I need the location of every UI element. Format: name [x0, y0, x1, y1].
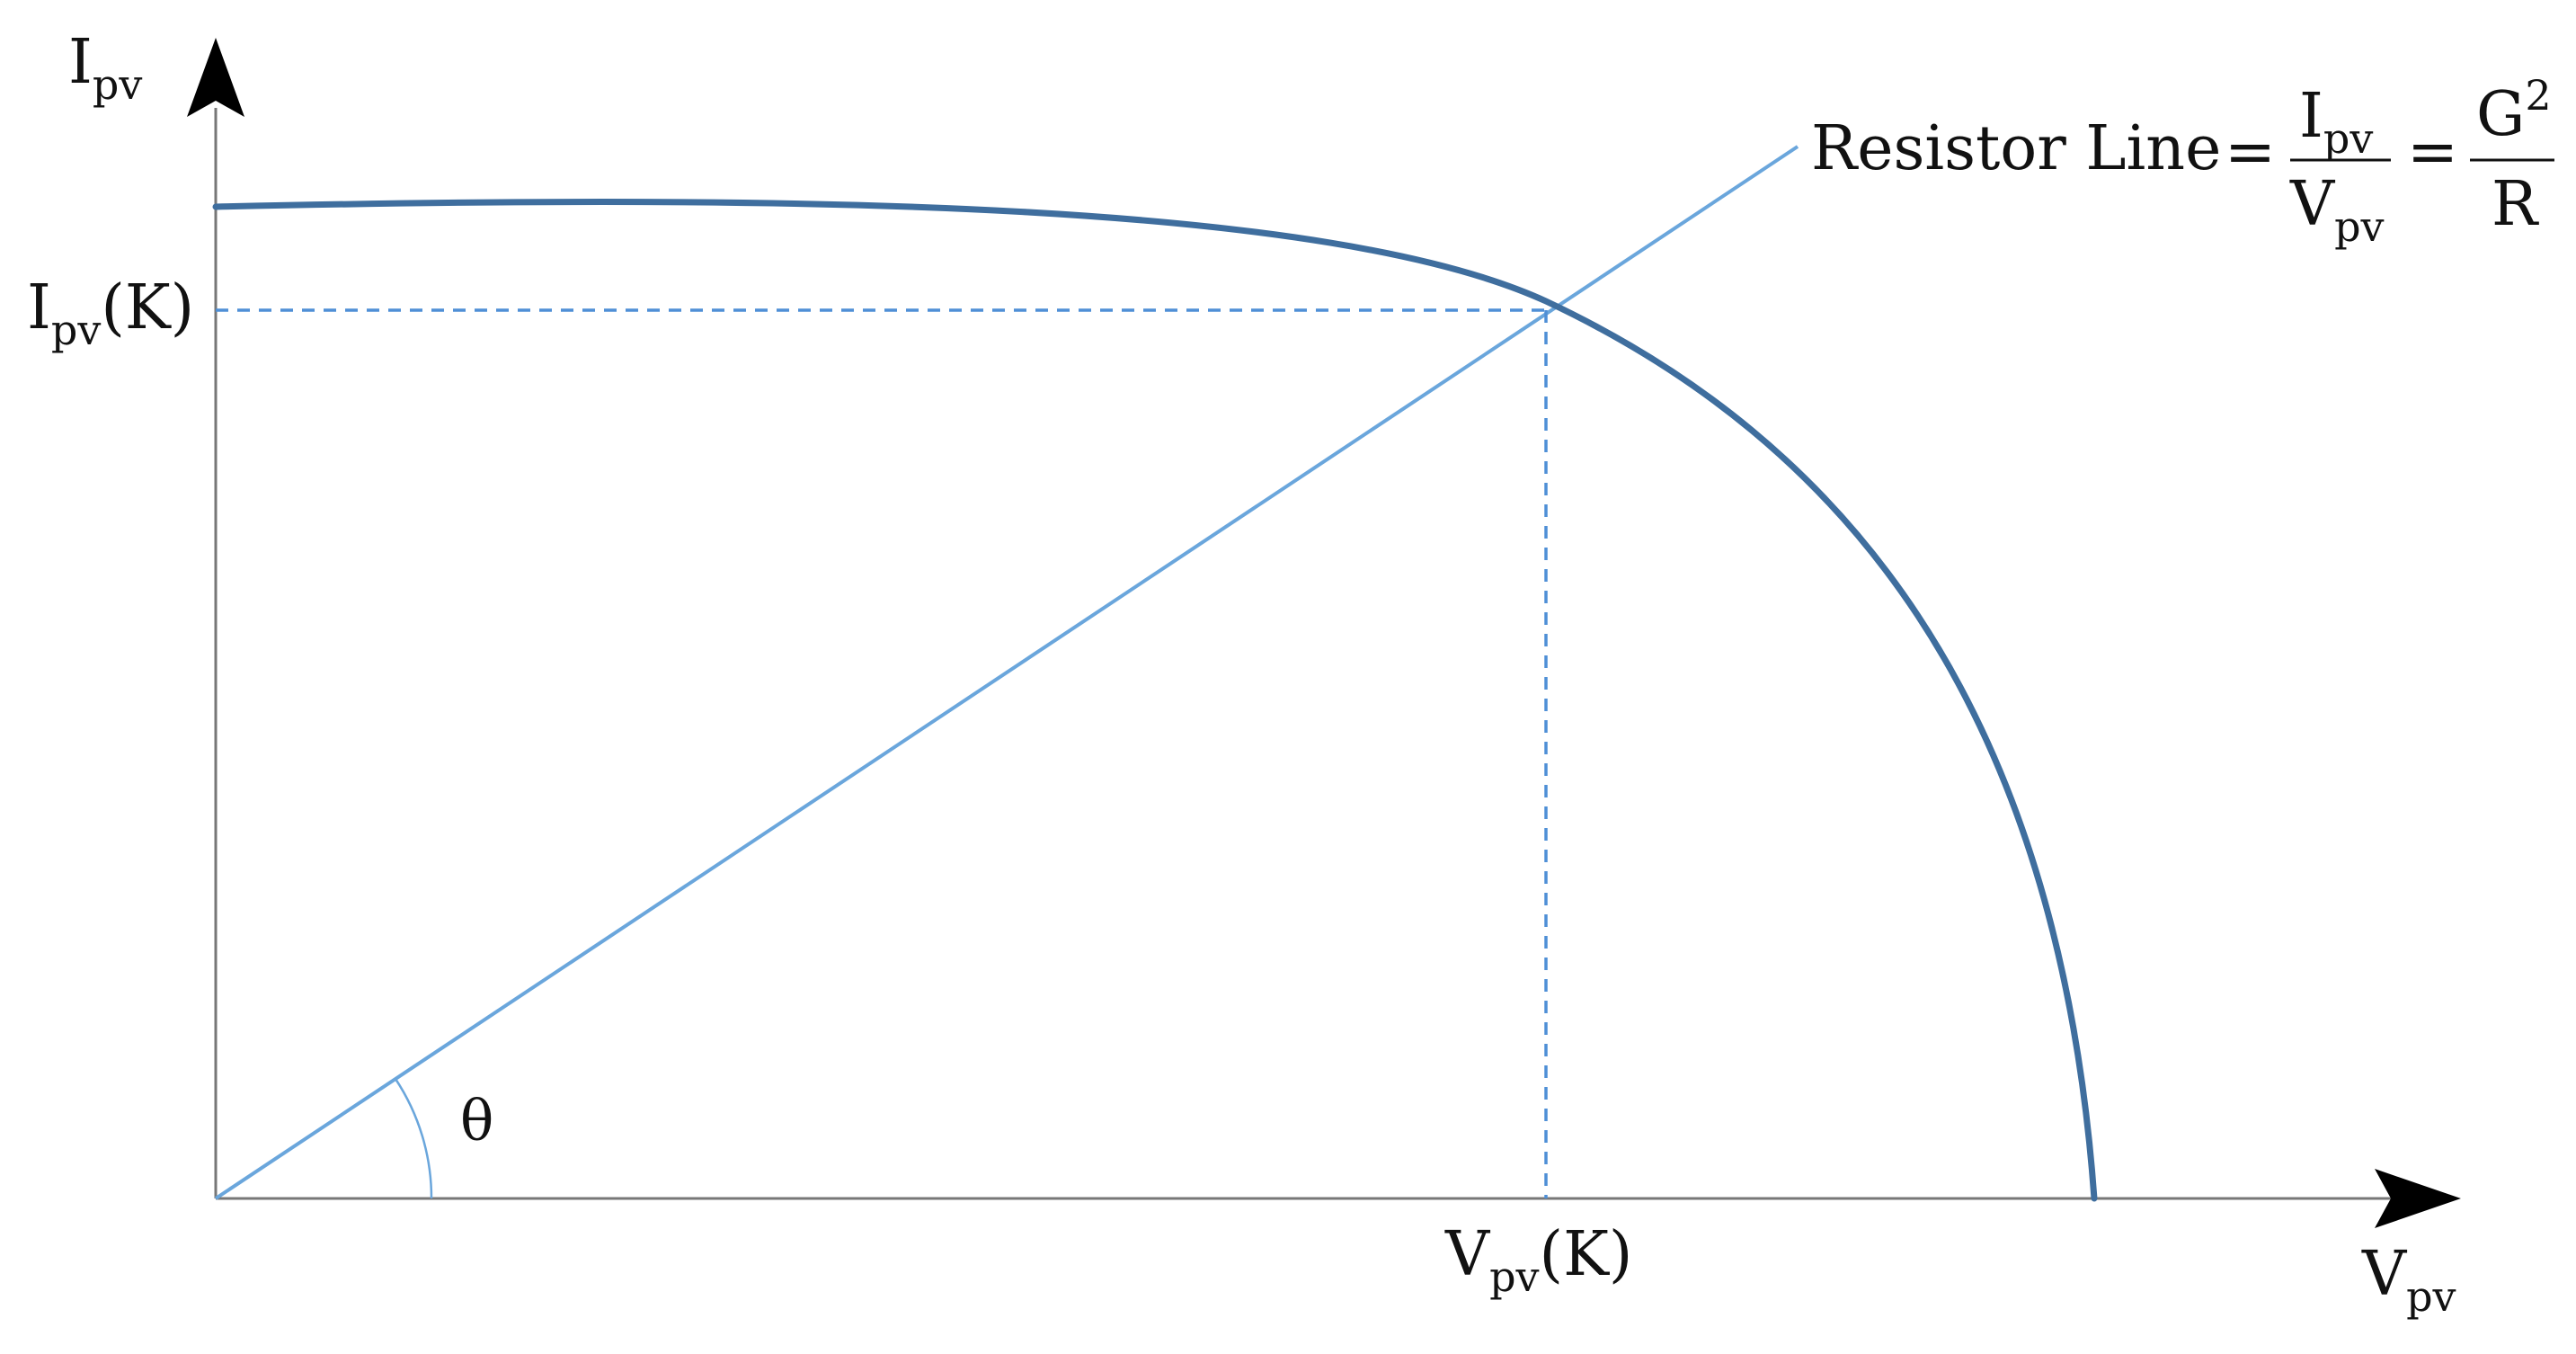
- x-axis-arrowhead: [2375, 1169, 2461, 1228]
- fraction-2-numerator: G2: [2476, 71, 2552, 150]
- theta-arc: [394, 1078, 433, 1199]
- vpv-k-label: Vpv(K): [1444, 1219, 1632, 1301]
- x-axis-label: Vpv: [2361, 1239, 2456, 1321]
- theta-label: θ: [460, 1088, 493, 1154]
- y-axis-arrowhead: [187, 38, 244, 117]
- y-axis-label: Ipv: [68, 27, 142, 109]
- resistor-line-label: Resistor Line: [1811, 113, 2221, 184]
- iv-curve: [212, 199, 2098, 1202]
- equals-sign-1: =: [2225, 117, 2276, 188]
- fraction-1-numerator: Ipv: [2299, 81, 2373, 163]
- ipv-k-label: Ipv(K): [27, 272, 194, 354]
- resistor-line: [214, 145, 1799, 1200]
- equals-sign-2: =: [2407, 117, 2458, 188]
- fraction-1-denominator: Vpv: [2289, 169, 2385, 251]
- fraction-2-denominator: R: [2492, 169, 2539, 240]
